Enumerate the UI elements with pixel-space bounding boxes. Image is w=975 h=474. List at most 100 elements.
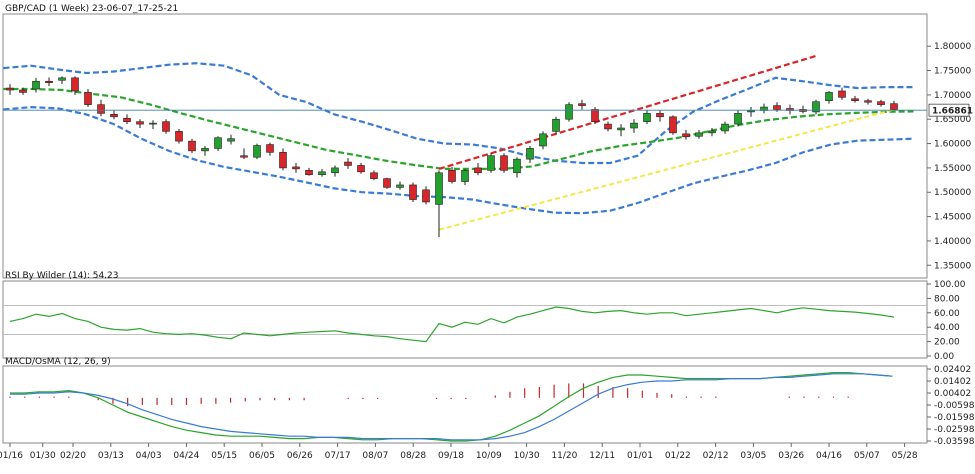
- candle-down: [162, 121, 170, 132]
- candle-up: [630, 122, 638, 129]
- time-tick-label: 03/26: [778, 451, 804, 461]
- candle-up: [149, 122, 157, 125]
- candle-up: [435, 172, 443, 205]
- candle-down: [773, 105, 781, 110]
- candle-up: [552, 118, 560, 132]
- bollinger-lower-line: [3, 105, 914, 215]
- time-tick-label: 01/22: [665, 451, 691, 461]
- candle-up: [318, 171, 326, 176]
- price-tick-label: 1.65000: [934, 115, 971, 125]
- candle-up: [513, 158, 521, 174]
- candle-up: [708, 130, 716, 134]
- bollinger-upper-line: [3, 62, 914, 165]
- candle-up: [617, 127, 625, 131]
- time-tick-label: 02/12: [703, 451, 729, 461]
- candle-up: [825, 92, 833, 102]
- candle-down: [71, 77, 79, 92]
- price-tick-label: 1.45000: [934, 213, 971, 223]
- macd-signal-line: [10, 373, 893, 441]
- time-tick-label: 01/30: [30, 451, 56, 461]
- candle-up: [539, 133, 547, 147]
- time-tick-label: 04/24: [173, 451, 199, 461]
- time-tick-label: 09/18: [438, 451, 464, 461]
- time-tick-label: 11/20: [551, 451, 577, 461]
- time-tick-label: 10/09: [476, 451, 502, 461]
- candle-down: [344, 161, 352, 166]
- macd-plot: [9, 372, 893, 442]
- macd-tick-label: -0.03598: [934, 437, 975, 447]
- price-tick-label: 1.70000: [934, 91, 971, 101]
- candle-down: [669, 116, 677, 134]
- time-tick-label: 12/11: [589, 451, 615, 461]
- time-tick-label: 10/30: [514, 451, 540, 461]
- time-tick-label: 06/26: [287, 451, 313, 461]
- current-price-label: 1.66861: [932, 107, 973, 117]
- candle-down: [240, 155, 248, 158]
- candle-down: [188, 140, 196, 152]
- candle-down: [19, 89, 27, 93]
- bollinger-bands: [3, 62, 914, 215]
- candle-up: [695, 132, 703, 137]
- macd-tick-label: 0.01402: [934, 377, 971, 387]
- candle-up: [396, 184, 404, 188]
- price-title: GBP/CAD (1 Week) 23-06-07_17-25-21: [5, 4, 178, 14]
- price-tick-label: 1.75000: [934, 67, 971, 77]
- candle-up: [526, 148, 534, 160]
- macd-axis: 0.02402 0.01402 0.00402 -0.00598 -0.01598 -0.…: [927, 365, 975, 447]
- rsi-tick-label: 0.00: [934, 352, 954, 362]
- candle-up: [747, 110, 755, 113]
- candle-down: [604, 123, 612, 130]
- support-trend-line: [438, 108, 895, 231]
- candle-down: [357, 165, 365, 173]
- candle-down: [838, 90, 846, 98]
- candle-up: [227, 138, 235, 142]
- time-tick-label: 06/05: [249, 451, 275, 461]
- time-tick-label: 02/20: [60, 451, 86, 461]
- candle-down: [474, 167, 482, 174]
- time-tick-label: 01/16: [0, 451, 23, 461]
- candle-down: [45, 80, 53, 84]
- candle-up: [32, 80, 40, 90]
- candle-up: [58, 77, 66, 81]
- candle-down: [370, 172, 378, 179]
- rsi-axis: 100.00 80.00 60.00 40.00 20.00 0.00: [927, 280, 966, 362]
- candle-down: [890, 103, 898, 110]
- time-tick-label: 07/17: [325, 451, 351, 461]
- candle-down: [422, 189, 430, 203]
- time-tick-label: 04/16: [816, 451, 842, 461]
- macd-tick-label: 0.02402: [934, 365, 971, 375]
- candle-down: [266, 144, 274, 153]
- candle-down: [279, 152, 287, 169]
- price-tick-label: 1.35000: [934, 261, 971, 271]
- time-tick-label: 05/15: [211, 451, 237, 461]
- candle-down: [591, 109, 599, 122]
- candle-down: [305, 170, 313, 176]
- candle-up: [201, 148, 209, 152]
- candle-up: [461, 170, 469, 182]
- price-tick-label: 1.50000: [934, 188, 971, 198]
- time-tick-label: 03/05: [740, 451, 766, 461]
- time-tick-label: 08/28: [400, 451, 426, 461]
- price-tick-label: 1.60000: [934, 140, 971, 150]
- candle-down: [383, 178, 391, 188]
- candle-down: [864, 100, 872, 103]
- time-tick-label: 08/07: [362, 451, 388, 461]
- rsi-title: RSI By Wilder (14): 54.23: [5, 271, 119, 281]
- macd-title: MACD/OsMA (12, 26, 9): [5, 357, 111, 367]
- trend-lines: [438, 54, 895, 231]
- candle-up: [734, 113, 742, 125]
- candle-up: [253, 145, 261, 158]
- candle-down: [292, 166, 300, 170]
- current-price-box: [928, 103, 970, 117]
- candle-down: [97, 104, 105, 114]
- macd-tick-label: -0.02598: [934, 425, 975, 435]
- time-tick-label: 01/01: [627, 451, 653, 461]
- candle-down: [6, 87, 14, 91]
- candle-down: [656, 113, 664, 118]
- time-tick-label: 03/13: [98, 451, 124, 461]
- candle-down: [851, 98, 859, 102]
- rsi-tick-label: 20.00: [934, 338, 960, 348]
- candle-down: [136, 121, 144, 125]
- rsi-tick-label: 80.00: [934, 294, 960, 304]
- price-pane: [2, 13, 928, 279]
